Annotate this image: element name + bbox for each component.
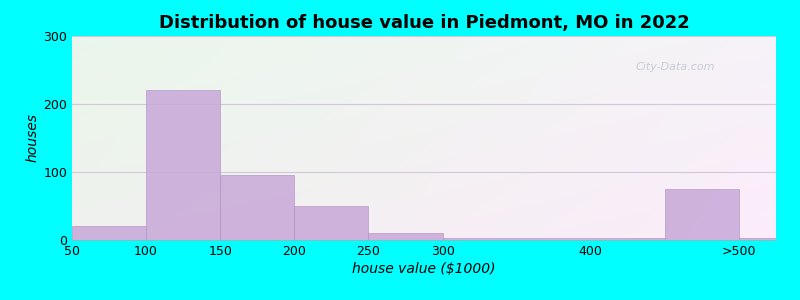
X-axis label: house value ($1000): house value ($1000) — [352, 262, 496, 276]
Bar — [294, 206, 369, 240]
Bar — [442, 238, 665, 240]
Bar — [220, 176, 294, 240]
Bar — [146, 90, 220, 240]
Y-axis label: houses: houses — [25, 113, 39, 163]
Bar — [72, 226, 146, 240]
Bar — [739, 238, 800, 240]
Bar — [665, 189, 739, 240]
Text: City-Data.com: City-Data.com — [635, 61, 714, 72]
Title: Distribution of house value in Piedmont, MO in 2022: Distribution of house value in Piedmont,… — [158, 14, 690, 32]
Bar — [369, 233, 442, 240]
